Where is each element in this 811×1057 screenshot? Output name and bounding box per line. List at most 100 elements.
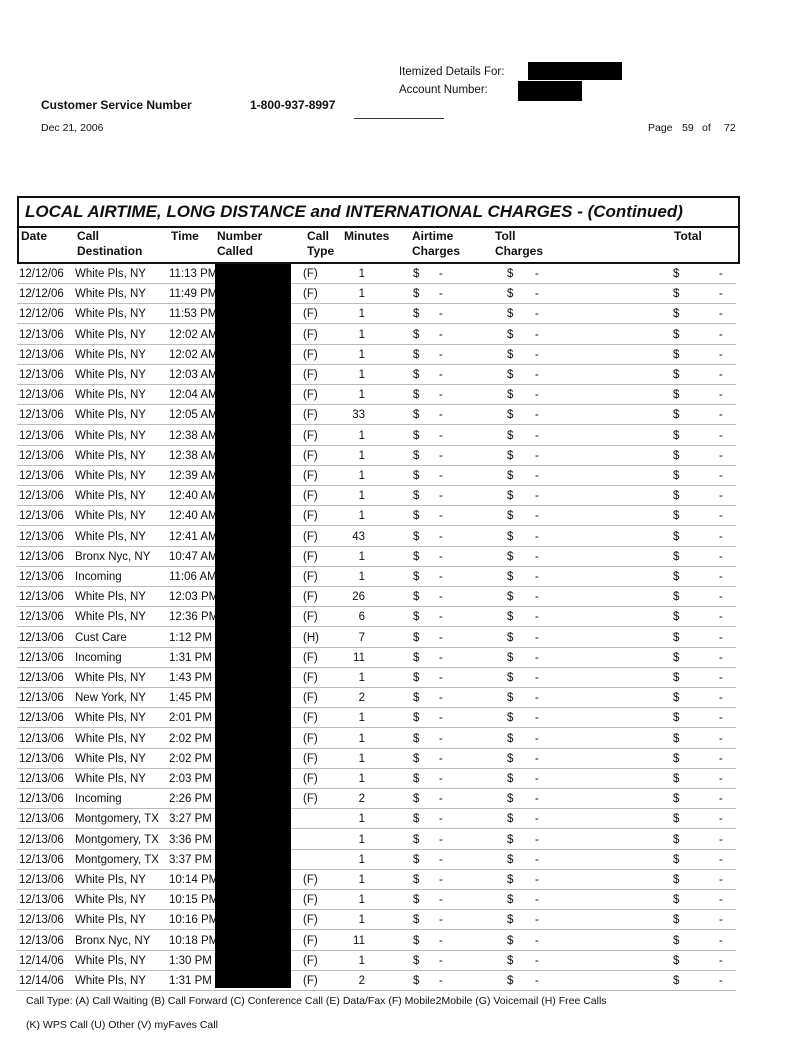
toll-value: - <box>535 389 539 402</box>
toll-currency: $ <box>507 692 514 705</box>
toll-value: - <box>535 975 539 987</box>
table-row: 12/12/06 White Pls, NY 11:13 PM (F) 1 $ - $ - $ - <box>17 264 736 284</box>
airtime-value: - <box>439 732 443 745</box>
page-number: 59 <box>682 122 694 134</box>
airtime-currency: $ <box>413 611 420 624</box>
destination-cell: White Pls, NY <box>75 874 146 886</box>
airtime-currency: $ <box>413 510 420 523</box>
time-cell: 1:31 PM <box>169 651 212 664</box>
time-cell: 1:43 PM <box>169 672 212 684</box>
minutes-cell: 1 <box>358 470 365 482</box>
destination-cell: White Pls, NY <box>75 914 146 927</box>
airtime-currency: $ <box>413 550 420 563</box>
column-header: Time <box>171 229 199 243</box>
airtime-value: - <box>439 571 443 583</box>
minutes-cell: 2 <box>358 975 365 987</box>
total-value: - <box>719 975 723 987</box>
airtime-value: - <box>439 389 443 402</box>
minutes-cell: 1 <box>358 914 365 927</box>
toll-currency: $ <box>507 550 514 563</box>
toll-value: - <box>535 894 539 907</box>
toll-currency: $ <box>507 853 514 866</box>
call-type-cell: (F) <box>303 672 318 684</box>
table-row: 12/13/06 White Pls, NY 12:02 AM (F) 1 $ - $ - $ - <box>17 345 736 365</box>
toll-currency: $ <box>507 510 514 523</box>
cs-number: 1-800-937-8997 <box>250 98 336 112</box>
call-type-cell: (F) <box>303 308 318 321</box>
time-cell: 12:40 AM <box>169 490 218 503</box>
toll-currency: $ <box>507 672 514 684</box>
redacted-account <box>518 81 582 101</box>
table-row: 12/12/06 White Pls, NY 11:49 PM (F) 1 $ - $ - $ - <box>17 284 736 305</box>
minutes-cell: 11 <box>353 934 365 947</box>
table-row: 12/13/06 Incoming 2:26 PM (F) 2 $ - $ - $ - <box>17 789 736 810</box>
total-currency: $ <box>673 328 680 341</box>
total-currency: $ <box>673 651 680 664</box>
airtime-currency: $ <box>413 732 420 745</box>
minutes-cell: 1 <box>358 752 365 765</box>
minutes-cell: 1 <box>358 732 365 745</box>
call-type-cell: (F) <box>303 328 318 341</box>
destination-cell: Bronx Nyc, NY <box>75 550 151 563</box>
minutes-cell: 1 <box>358 550 365 563</box>
toll-currency: $ <box>507 348 514 361</box>
toll-currency: $ <box>507 631 514 644</box>
minutes-cell: 1 <box>358 833 365 846</box>
airtime-currency: $ <box>413 894 420 907</box>
date-cell: 12/12/06 <box>19 268 64 280</box>
airtime-currency: $ <box>413 975 420 987</box>
call-type-cell: (F) <box>303 914 318 927</box>
airtime-value: - <box>439 874 443 886</box>
total-value: - <box>719 550 723 563</box>
call-type-cell: (F) <box>303 530 318 543</box>
time-cell: 2:02 PM <box>169 732 212 745</box>
airtime-currency: $ <box>413 409 420 422</box>
airtime-currency: $ <box>413 853 420 866</box>
toll-currency: $ <box>507 793 514 806</box>
page-total: 72 <box>724 122 736 134</box>
time-cell: 12:41 AM <box>169 530 218 543</box>
call-type-cell: (F) <box>303 611 318 624</box>
table-row: 12/13/06 White Pls, NY 10:16 PM (F) 1 $ - $ - $ - <box>17 910 736 931</box>
date-cell: 12/13/06 <box>19 429 64 442</box>
page-of: of <box>702 122 711 134</box>
airtime-currency: $ <box>413 752 420 765</box>
total-value: - <box>719 530 723 543</box>
call-type-cell: (F) <box>303 752 318 765</box>
call-type-cell: (F) <box>303 409 318 422</box>
total-value: - <box>719 651 723 664</box>
airtime-currency: $ <box>413 571 420 583</box>
date-cell: 12/13/06 <box>19 752 64 765</box>
divider <box>354 118 444 119</box>
time-cell: 10:15 PM <box>169 894 219 907</box>
minutes-cell: 1 <box>358 369 365 381</box>
date-cell: 12/13/06 <box>19 793 64 806</box>
total-currency: $ <box>673 530 680 543</box>
total-value: - <box>719 470 723 482</box>
total-value: - <box>719 914 723 927</box>
airtime-value: - <box>439 813 443 826</box>
airtime-currency: $ <box>413 874 420 886</box>
column-header: Toll Charges <box>495 229 544 258</box>
toll-value: - <box>535 591 539 604</box>
total-currency: $ <box>673 712 680 725</box>
toll-currency: $ <box>507 914 514 927</box>
total-value: - <box>719 449 723 462</box>
airtime-currency: $ <box>413 288 420 301</box>
toll-currency: $ <box>507 308 514 321</box>
total-currency: $ <box>673 429 680 442</box>
total-currency: $ <box>673 833 680 846</box>
total-value: - <box>719 571 723 583</box>
destination-cell: White Pls, NY <box>75 773 146 785</box>
total-value: - <box>719 874 723 886</box>
toll-value: - <box>535 954 539 967</box>
minutes-cell: 26 <box>352 591 365 604</box>
total-currency: $ <box>673 369 680 381</box>
toll-value: - <box>535 510 539 523</box>
total-currency: $ <box>673 813 680 826</box>
total-currency: $ <box>673 611 680 624</box>
table-row: 12/13/06 White Pls, NY 12:41 AM (F) 43 $ - $ - $ - <box>17 527 736 547</box>
destination-cell: White Pls, NY <box>75 389 146 402</box>
total-currency: $ <box>673 631 680 644</box>
time-cell: 12:38 AM <box>169 429 218 442</box>
